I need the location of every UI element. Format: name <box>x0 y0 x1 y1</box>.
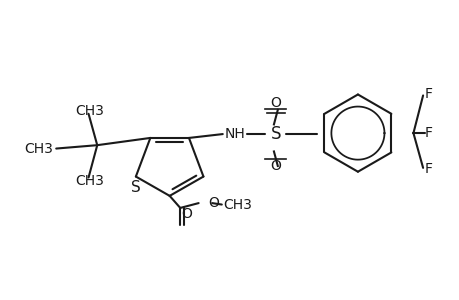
Text: F: F <box>424 162 431 176</box>
Text: S: S <box>131 180 140 195</box>
Text: CH3: CH3 <box>24 142 53 156</box>
Text: O: O <box>208 196 218 210</box>
Text: O: O <box>270 159 281 173</box>
Text: F: F <box>424 126 431 140</box>
Text: CH3: CH3 <box>75 104 104 118</box>
Text: S: S <box>270 125 280 143</box>
Text: NH: NH <box>224 127 245 141</box>
Text: O: O <box>270 96 281 110</box>
Text: CH3: CH3 <box>223 198 252 212</box>
Text: F: F <box>424 88 431 101</box>
Text: O: O <box>181 207 191 221</box>
Text: CH3: CH3 <box>75 174 104 188</box>
